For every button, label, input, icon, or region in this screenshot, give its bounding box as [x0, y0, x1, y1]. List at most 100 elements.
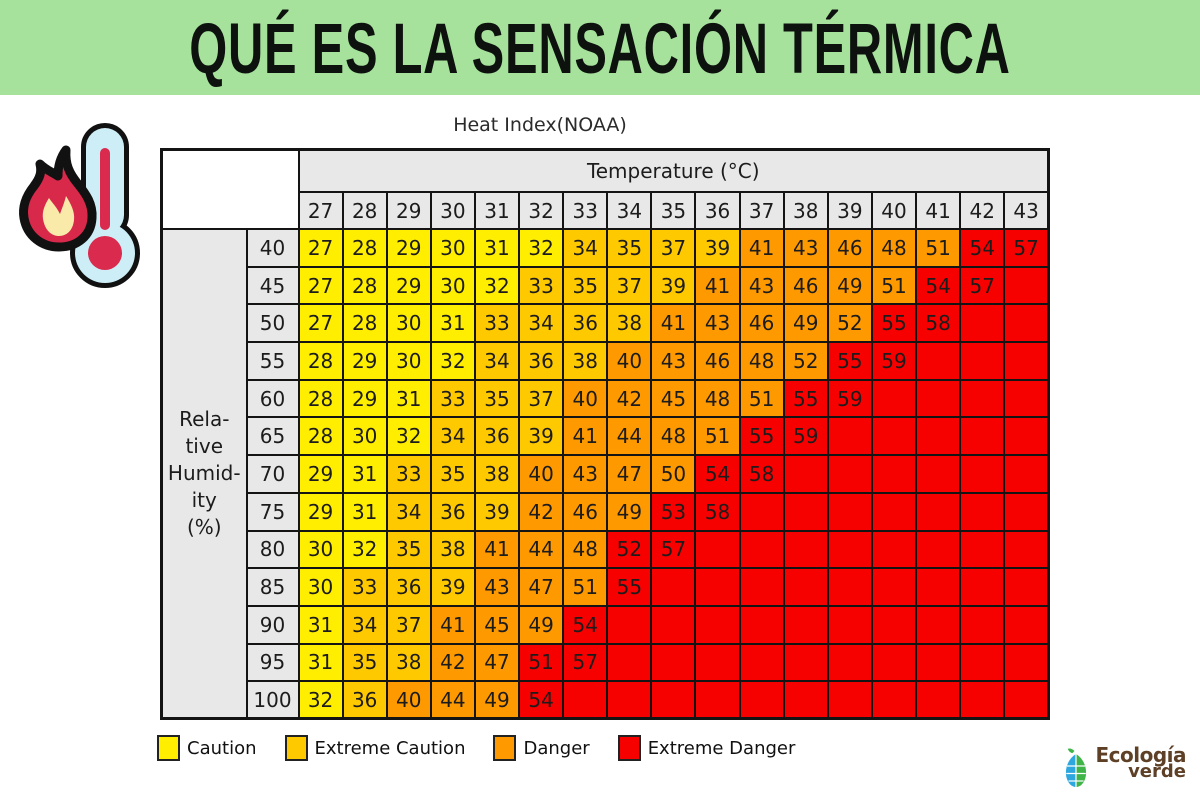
heat-index-cell: 27 [297, 265, 344, 306]
heat-index-cell [738, 491, 785, 532]
heat-index-cell: 42 [606, 378, 653, 419]
heat-index-cell [782, 454, 829, 494]
heat-index-cell: 28 [341, 303, 388, 344]
heat-index-cell [959, 604, 1006, 645]
heat-index-cell: 33 [385, 454, 432, 494]
temperature-col-header: 27 [297, 191, 344, 230]
heat-index-cell: 49 [518, 604, 565, 645]
heat-index-cell: 48 [870, 228, 918, 268]
temperature-col-header: 42 [959, 191, 1006, 230]
table-row: Rela- tive Humid- ity (%) 40 27 28 29 30 31 32 3… [160, 228, 1050, 720]
heat-index-cell: 54 [518, 680, 565, 720]
heat-index-cell: 27 [297, 303, 344, 344]
heat-index-cell: 48 [694, 378, 741, 419]
heat-index-cell [915, 680, 962, 720]
legend-item: Caution [157, 735, 257, 761]
heat-index-cell [782, 491, 829, 532]
temperature-col-header: 32 [518, 191, 565, 230]
heat-index-cell: 34 [473, 341, 521, 381]
temperature-col-header: 43 [1003, 191, 1050, 230]
heat-index-cell: 42 [429, 642, 476, 683]
heat-index-cell [959, 491, 1006, 532]
legend-label: Caution [187, 737, 257, 759]
heat-index-cell: 49 [473, 680, 521, 720]
humidity-row-header: 45 [245, 265, 300, 306]
heat-index-cell [870, 680, 918, 720]
heat-index-cell: 40 [385, 680, 432, 720]
table-row: 75 29 31 34 36 39 42 46 49 53 58 [162, 491, 1050, 532]
heat-index-cell: 36 [473, 416, 521, 457]
heat-index-cell [782, 642, 829, 683]
brand-logo: Ecología verde [1061, 745, 1186, 792]
heat-index-cell: 55 [870, 303, 918, 344]
heat-index-cell: 31 [297, 604, 344, 645]
heat-index-cell: 32 [341, 529, 388, 570]
heat-index-cell: 40 [606, 341, 653, 381]
heat-index-cell [959, 303, 1006, 344]
heat-index-cell: 29 [297, 454, 344, 494]
heat-index-cell: 51 [870, 265, 918, 306]
heat-index-cell: 30 [297, 529, 344, 570]
heat-index-cell: 36 [341, 680, 388, 720]
heat-index-cell [959, 529, 1006, 570]
heat-index-cell [1003, 341, 1050, 381]
heat-index-cell: 47 [518, 567, 565, 607]
heat-index-cell: 36 [518, 341, 565, 381]
heat-index-table: Temperature (°C) 27 28 29 30 31 32 33 34 35 36 37 3… [160, 148, 1050, 721]
heat-index-cell: 39 [473, 491, 521, 532]
heat-index-cell [694, 680, 741, 720]
humidity-row-header: 65 [245, 416, 300, 457]
brand-name-line2: verde [1128, 761, 1186, 782]
temperature-col-header: 41 [915, 191, 962, 230]
heat-index-cell: 54 [694, 454, 741, 494]
heat-index-cell: 37 [518, 378, 565, 419]
heat-index-cell [606, 604, 653, 645]
heat-index-cell [1003, 604, 1050, 645]
heat-index-cell: 38 [429, 529, 476, 570]
heat-index-cell: 33 [518, 265, 565, 306]
heat-index-cell: 38 [473, 454, 521, 494]
humidity-row-header: 50 [245, 303, 300, 344]
temperature-col-header: 35 [650, 191, 697, 230]
humidity-row-header: 100 [245, 680, 300, 720]
table-row: 85 30 33 36 39 43 47 51 55 [162, 567, 1050, 607]
heat-index-cell [915, 529, 962, 570]
heat-index-cell: 34 [385, 491, 432, 532]
heat-index-cell: 57 [1003, 228, 1050, 268]
heat-index-cell [1003, 491, 1050, 532]
humidity-row-header: 80 [245, 529, 300, 570]
heat-index-cell: 29 [385, 265, 432, 306]
heat-index-cell [826, 416, 873, 457]
heat-index-cell: 48 [562, 529, 609, 570]
table-row: 95 31 35 38 42 47 51 57 [162, 642, 1050, 683]
heat-index-cell: 43 [694, 303, 741, 344]
heat-index-cell [782, 529, 829, 570]
heat-index-cell: 54 [959, 228, 1006, 268]
heat-index-cell: 28 [297, 416, 344, 457]
heat-index-cell [650, 680, 697, 720]
heat-index-cell: 36 [429, 491, 476, 532]
heat-index-cell: 51 [518, 642, 565, 683]
heat-index-cell: 43 [562, 454, 609, 494]
heat-index-cell [826, 604, 873, 645]
heat-index-cell [915, 604, 962, 645]
heat-index-cell [1003, 642, 1050, 683]
heat-index-cell [738, 529, 785, 570]
legend-swatch [157, 735, 180, 761]
legend-swatch [617, 735, 641, 761]
heat-index-cell [959, 642, 1006, 683]
heat-index-cell [1003, 529, 1050, 570]
legend-label: Extreme Caution [314, 737, 466, 759]
heat-index-cell: 51 [562, 567, 609, 607]
heat-index-cell [959, 454, 1006, 494]
heat-index-cell: 57 [959, 265, 1006, 306]
page-header: QUÉ ES LA SENSACIÓN TÉRMICA [0, 0, 1200, 95]
humidity-row-header: 90 [245, 604, 300, 645]
heat-index-cell: 30 [385, 341, 432, 381]
heat-index-cell [915, 642, 962, 683]
heat-index-cell [826, 642, 873, 683]
heat-index-cell: 38 [562, 341, 609, 381]
table-row: 70 29 31 33 35 38 40 43 47 50 54 58 [162, 454, 1050, 494]
temperature-col-header: 29 [385, 191, 432, 230]
heat-index-cell: 34 [562, 228, 609, 268]
